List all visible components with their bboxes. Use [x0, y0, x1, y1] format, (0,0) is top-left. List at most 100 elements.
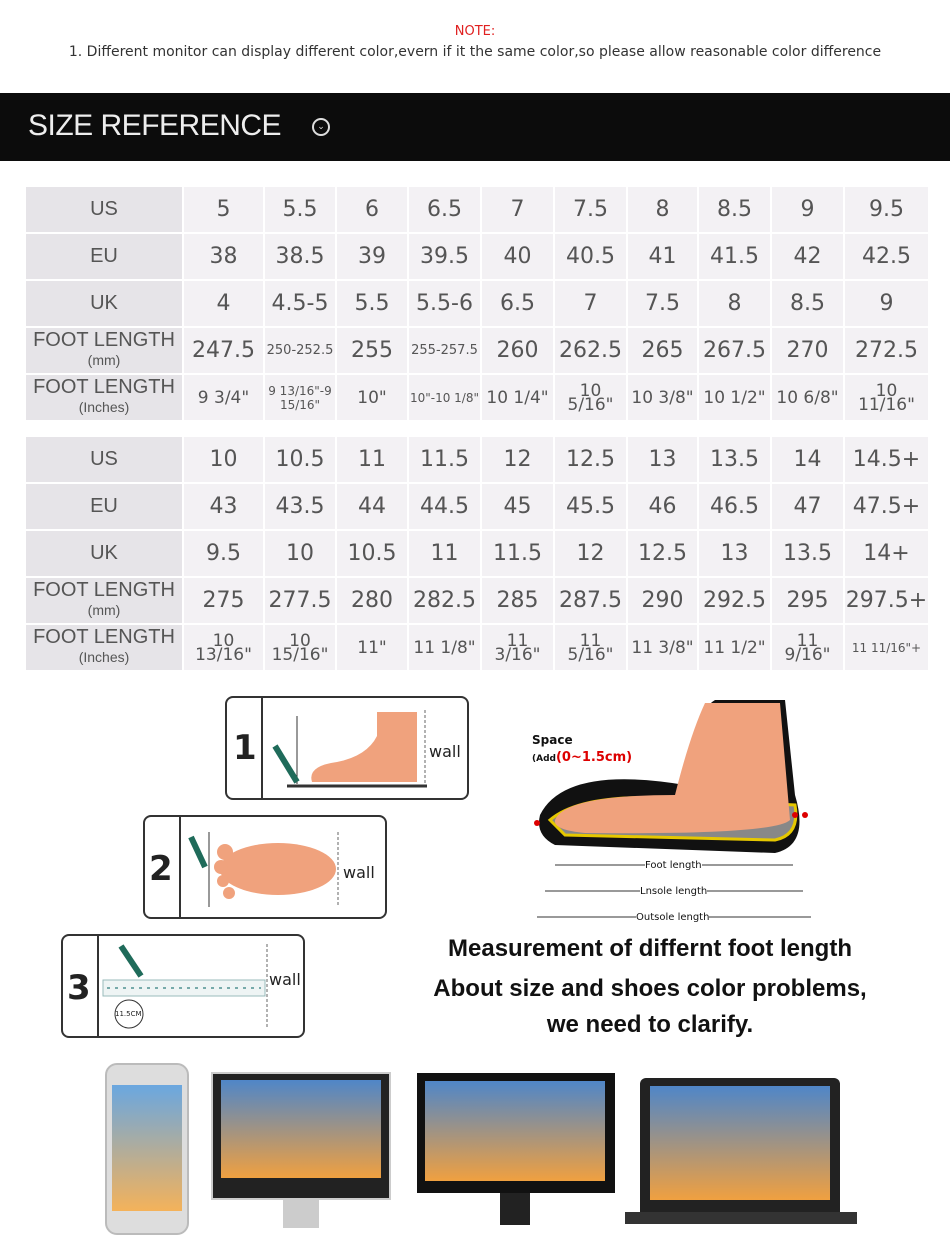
size-cell: 6.5 [480, 279, 555, 328]
size-cell: 39.5 [407, 232, 482, 281]
size-row-inches: FOOT LENGTH (Inches) 10 13/16" 10 15/16" 11"… [24, 623, 930, 672]
size-cell: 40.5 [553, 232, 628, 281]
outsole-length-label: Outsole length [636, 912, 710, 923]
size-cell: 10.5 [263, 435, 337, 484]
range-label: (0~1.5cm) [555, 750, 633, 765]
size-cell: 270 [770, 326, 845, 375]
size-cell: 38 [182, 232, 265, 281]
size-cell: 11 9/16" [770, 623, 845, 672]
step-number: 2 [149, 849, 173, 889]
wall-label: wall [269, 970, 301, 989]
size-cell: 10 13/16" [182, 623, 265, 672]
size-cell: 292.5 [697, 576, 772, 625]
row-label-text: UK [90, 542, 118, 564]
size-cell: 9 3/4" [182, 373, 265, 422]
size-cell: 10 6/8" [770, 373, 845, 422]
row-label: EU [24, 232, 184, 281]
size-cell: 11 5/16" [553, 623, 628, 672]
ruler-label: 11.5CM [115, 1010, 142, 1018]
space-label: Space [532, 733, 573, 747]
row-label-text: FOOT LENGTH [33, 626, 175, 648]
row-label-unit: (mm) [87, 352, 121, 368]
size-cell: 8.5 [697, 185, 772, 234]
size-cell: 5.5 [335, 279, 409, 328]
size-cell: 39 [335, 232, 409, 281]
size-cell: 275 [182, 576, 265, 625]
size-cell: 11.5 [480, 529, 555, 578]
size-cell: 10 3/8" [626, 373, 699, 422]
step-number: 3 [67, 968, 91, 1008]
size-cell: 42.5 [843, 232, 930, 281]
step-1-panel: 1 wall [225, 696, 469, 800]
size-cell: 11 [407, 529, 482, 578]
size-row-us: US 5 5.5 6 6.5 7 7.5 8 8.5 9 9.5 [24, 185, 930, 234]
size-cell: 8 [697, 279, 772, 328]
size-row-uk: UK 4 4.5-5 5.5 5.5-6 6.5 7 7.5 8 8.5 9 [24, 279, 930, 328]
caption-line-1: Measurement of differnt foot length [448, 935, 852, 962]
wall-label: wall [343, 863, 375, 882]
step-3-panel: 3 11.5CM wall [61, 934, 305, 1038]
size-cell: 280 [335, 576, 409, 625]
size-cell: 290 [626, 576, 699, 625]
size-row-mm: FOOT LENGTH (mm) 275 277.5 280 282.5 285 287.5 2… [24, 576, 930, 625]
row-label-unit: (Inches) [78, 649, 130, 665]
size-cell: 40 [480, 232, 555, 281]
size-cell: 287.5 [553, 576, 628, 625]
size-cell: 46 [626, 482, 699, 531]
size-row-inches: FOOT LENGTH (Inches) 9 3/4" 9 13/16"-9 15/1… [24, 373, 930, 422]
size-cell: 13.5 [697, 435, 772, 484]
note-text: 1. Different monitor can display differe… [68, 44, 882, 60]
row-label: FOOT LENGTH (mm) [24, 576, 184, 625]
size-cell: 41.5 [697, 232, 772, 281]
size-cell: 11 3/8" [626, 623, 699, 672]
size-cell: 7.5 [553, 185, 628, 234]
size-cell: 46.5 [697, 482, 772, 531]
size-cell: 262.5 [553, 326, 628, 375]
size-cell: 11" [335, 623, 409, 672]
monitor-stand [500, 1193, 530, 1225]
size-cell: 10 [263, 529, 337, 578]
size-cell: 297.5+ [843, 576, 930, 625]
size-cell: 10 5/16" [553, 373, 628, 422]
size-cell: 45.5 [553, 482, 628, 531]
size-cell: 10 15/16" [263, 623, 337, 672]
size-cell: 11 [335, 435, 409, 484]
size-cell: 282.5 [407, 576, 482, 625]
row-label-text: UK [90, 292, 118, 314]
row-label: US [24, 435, 184, 484]
size-cell: 9.5 [182, 529, 265, 578]
size-table-2: US 10 10.5 11 11.5 12 12.5 13 13.5 14 14.5+ EU 43 43.… [24, 435, 930, 672]
foot-side-icon [272, 710, 427, 788]
size-cell: 10 [182, 435, 265, 484]
size-cell: 9 13/16"-9 15/16" [263, 373, 337, 422]
laptop-image [640, 1078, 840, 1212]
size-cell: 38.5 [263, 232, 337, 281]
add-label: (Add [532, 754, 556, 764]
size-cell: 10.5 [335, 529, 409, 578]
size-row-mm: FOOT LENGTH (mm) 247.5 250-252.5 255 255-257.… [24, 326, 930, 375]
step-2-panel: 2 wall [143, 815, 387, 919]
ruler-icon [102, 944, 268, 1029]
size-cell: 43 [182, 482, 265, 531]
size-cell: 9.5 [843, 185, 930, 234]
row-label: US [24, 185, 184, 234]
row-label-unit: (mm) [87, 602, 121, 618]
size-cell: 247.5 [182, 326, 265, 375]
size-cell: 265 [626, 326, 699, 375]
size-reference-banner: SIZE REFERENCE [0, 93, 950, 161]
size-cell: 7.5 [626, 279, 699, 328]
size-cell: 41 [626, 232, 699, 281]
row-label: UK [24, 529, 184, 578]
size-cell: 13 [697, 529, 772, 578]
phone-image [105, 1063, 189, 1235]
size-cell: 10 11/16" [843, 373, 930, 422]
size-cell: 6 [335, 185, 409, 234]
size-row-eu: EU 38 38.5 39 39.5 40 40.5 41 41.5 42 42.5 [24, 232, 930, 281]
row-label-unit: (Inches) [78, 399, 130, 415]
size-cell: 11 3/16" [480, 623, 555, 672]
size-cell: 12.5 [553, 435, 628, 484]
insole-length-label: Lnsole length [640, 886, 708, 897]
size-row-eu: EU 43 43.5 44 44.5 45 45.5 46 46.5 47 47.5+ [24, 482, 930, 531]
size-cell: 5.5-6 [407, 279, 482, 328]
row-label-text: FOOT LENGTH [33, 579, 175, 601]
